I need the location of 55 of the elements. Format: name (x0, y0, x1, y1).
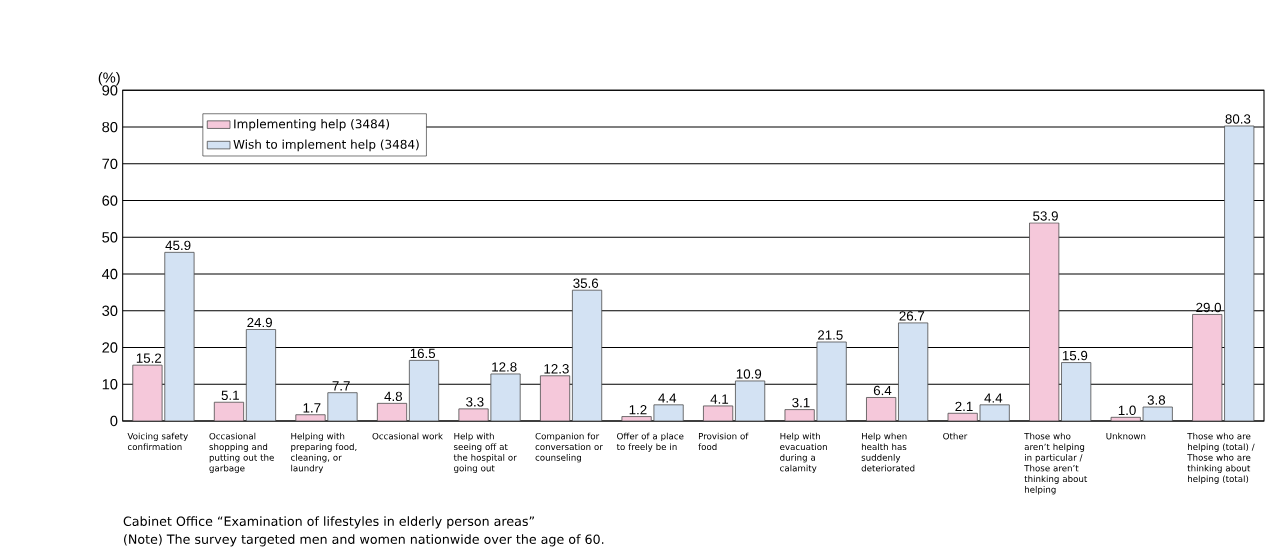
x-tick-label: Those who aren’t helping in particular / Those aren’t thinking about helping (1024, 432, 1088, 495)
data-label: 26.7 (899, 311, 925, 321)
y-tick-label: 20 (102, 342, 118, 353)
data-label: 4.8 (384, 391, 403, 402)
data-label: 2.1 (955, 401, 973, 411)
y-tick-label: 60 (102, 195, 118, 206)
data-label: 1.0 (1118, 405, 1136, 416)
y-tick-label: 70 (102, 158, 118, 170)
data-label: 15.9 (1062, 350, 1088, 361)
x-tick-label: Offer of a place to freely be in (616, 432, 684, 452)
x-tick-label: Help with evacuation during a calamity (780, 432, 827, 474)
x-tick-label: Help with seeing off at the hospital or going out (453, 432, 517, 474)
x-tick-label: Occasional work (372, 432, 443, 440)
data-label: 4.4 (984, 393, 1003, 403)
legend-label: Implementing help (3484) (234, 119, 390, 131)
data-label: 3.3 (466, 397, 484, 407)
y-tick-label: 80 (102, 121, 118, 133)
x-tick-label: Occasional shopping and putting out the garbage (209, 432, 274, 474)
data-label: 35.6 (573, 278, 599, 288)
data-label: 1.7 (303, 403, 321, 413)
data-label: 3.1 (792, 397, 810, 408)
y-axis-title: (%) (98, 71, 120, 86)
x-tick-label: Those who are helping (total) / Those who are thinking about helping (total) (1187, 432, 1255, 484)
data-label: 12.3 (544, 364, 569, 374)
data-label: 16.5 (410, 348, 436, 359)
y-tick-label: 50 (102, 232, 118, 243)
y-tick-label: 40 (101, 268, 118, 280)
data-label: 4.1 (710, 394, 729, 404)
data-label: 15.2 (136, 353, 162, 363)
x-tick-label: Helping with preparing food, cleaning, or laundry (290, 432, 357, 474)
x-tick-label: Other (943, 432, 968, 440)
x-tick-label: Companion for conversation or counseling (535, 432, 603, 463)
data-label: 45.9 (165, 240, 191, 251)
y-tick-label: 0 (110, 415, 118, 427)
x-tick-label: Help when health has suddenly deteriorated (861, 432, 915, 472)
data-label: 1.2 (629, 405, 647, 415)
data-label: 24.9 (247, 317, 272, 328)
data-label: 10.9 (736, 369, 762, 379)
data-label: 80.3 (1225, 114, 1251, 124)
data-label: 5.1 (221, 390, 239, 400)
data-label: 21.5 (817, 330, 843, 340)
text: Cabinet Office “Examination of lifestyles in elderly person areas” (123, 516, 534, 529)
x-tick-label: Voicing safety confirmation (127, 432, 188, 451)
x-tick-label: Unknown (1106, 432, 1146, 440)
data-label: 6.4 (873, 385, 892, 396)
y-tick-label: 10 (102, 379, 118, 390)
x-tick-label: Provision of food (698, 432, 749, 451)
data-label: 4.4 (658, 393, 677, 403)
y-tick-label: 90 (102, 85, 118, 96)
data-label: 12.8 (492, 362, 517, 372)
data-label: 53.9 (1033, 211, 1058, 221)
data-label: 3.8 (1147, 395, 1166, 405)
y-tick-label: 30 (102, 305, 118, 316)
legend-label: Wish to implement help (3484) (233, 139, 419, 152)
text: (Note) The survey targeted men and women nationwide over the age of 60. (124, 534, 604, 547)
